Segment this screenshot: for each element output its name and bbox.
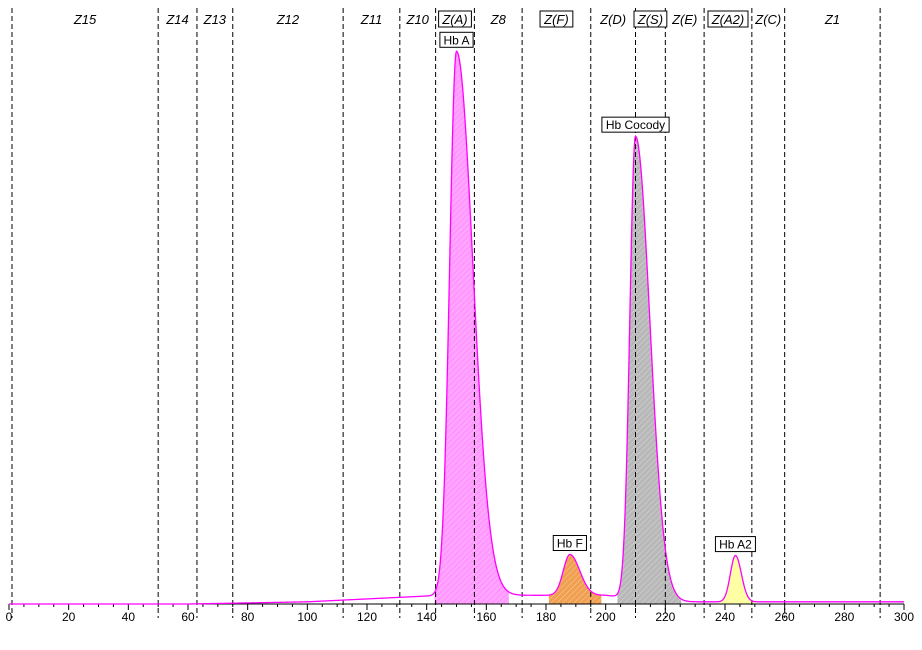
zone-label: Z11: [360, 12, 382, 27]
peak-fill-hb-cocody: [617, 136, 682, 605]
zone-label: Z8: [490, 12, 507, 27]
trace-layer: [9, 50, 904, 605]
x-tick-label: 260: [775, 610, 795, 624]
x-tick-label: 280: [834, 610, 854, 624]
x-tick-label: 100: [297, 610, 317, 624]
peak-label: Hb A2: [719, 538, 752, 552]
zone-label: Z(S): [637, 12, 663, 27]
peak-area-fills: [434, 51, 755, 605]
x-axis: 0 20 40 60 80 100 120 140 160 180 200 220 240 260 280 3…: [6, 603, 914, 624]
zone-label: Z12: [276, 12, 300, 27]
zone-label-box: [438, 10, 472, 28]
zone-label: Z1: [824, 12, 840, 27]
peak-label: Hb F: [557, 536, 583, 550]
zone-label: Z14: [165, 12, 188, 27]
peak-fill-hb-a: [434, 51, 510, 605]
x-tick-label: 80: [241, 610, 255, 624]
x-tick-label: 140: [417, 610, 437, 624]
x-tick-label: 180: [536, 610, 556, 624]
x-tick-label: 240: [715, 610, 735, 624]
x-tick-label: 40: [122, 610, 136, 624]
peak-fill-hb-f: [548, 554, 602, 604]
zone-label: Z10: [406, 12, 430, 27]
x-tick-label: 160: [476, 610, 496, 624]
peak-label-box: [552, 534, 587, 551]
x-tick-label: 200: [596, 610, 616, 624]
zone-label: Z15: [73, 12, 97, 27]
peak-label-box: [714, 536, 756, 553]
zone-label: Z(C): [754, 12, 781, 27]
peak-label: Hb Cocody: [606, 118, 665, 132]
x-tick-label: 0: [6, 610, 13, 624]
zone-label-box: [633, 10, 668, 28]
zone-label: Z(E): [671, 12, 697, 27]
zone-label: Z(A): [441, 12, 467, 27]
x-tick-label: 120: [357, 610, 377, 624]
zone-label: Z(F): [543, 12, 569, 27]
peak-label: Hb A: [443, 33, 469, 47]
zone-boundary-lines: [11, 8, 881, 618]
zone-label: Z(A2): [711, 12, 745, 27]
zone-label: Z13: [203, 12, 227, 27]
zone-label: Z(D): [599, 12, 626, 27]
zone-label-box: [539, 10, 574, 28]
x-tick-label: 220: [655, 610, 675, 624]
peak-labels: Hb A Hb F Hb Cocody Hb A2: [439, 31, 756, 553]
signal-trace: [9, 50, 904, 605]
zone-labels: Z15 Z14 Z13 Z12 Z11 Z10 Z(A) Z8 Z(F) Z(D) Z(S) Z(E)…: [73, 10, 840, 28]
x-tick-label: 60: [181, 610, 195, 624]
x-tick-label: 20: [62, 610, 76, 624]
peak-label-box: [601, 116, 670, 133]
x-tick-label: 300: [894, 610, 914, 624]
peak-label-box: [439, 31, 474, 48]
zone-label-box: [707, 10, 749, 28]
